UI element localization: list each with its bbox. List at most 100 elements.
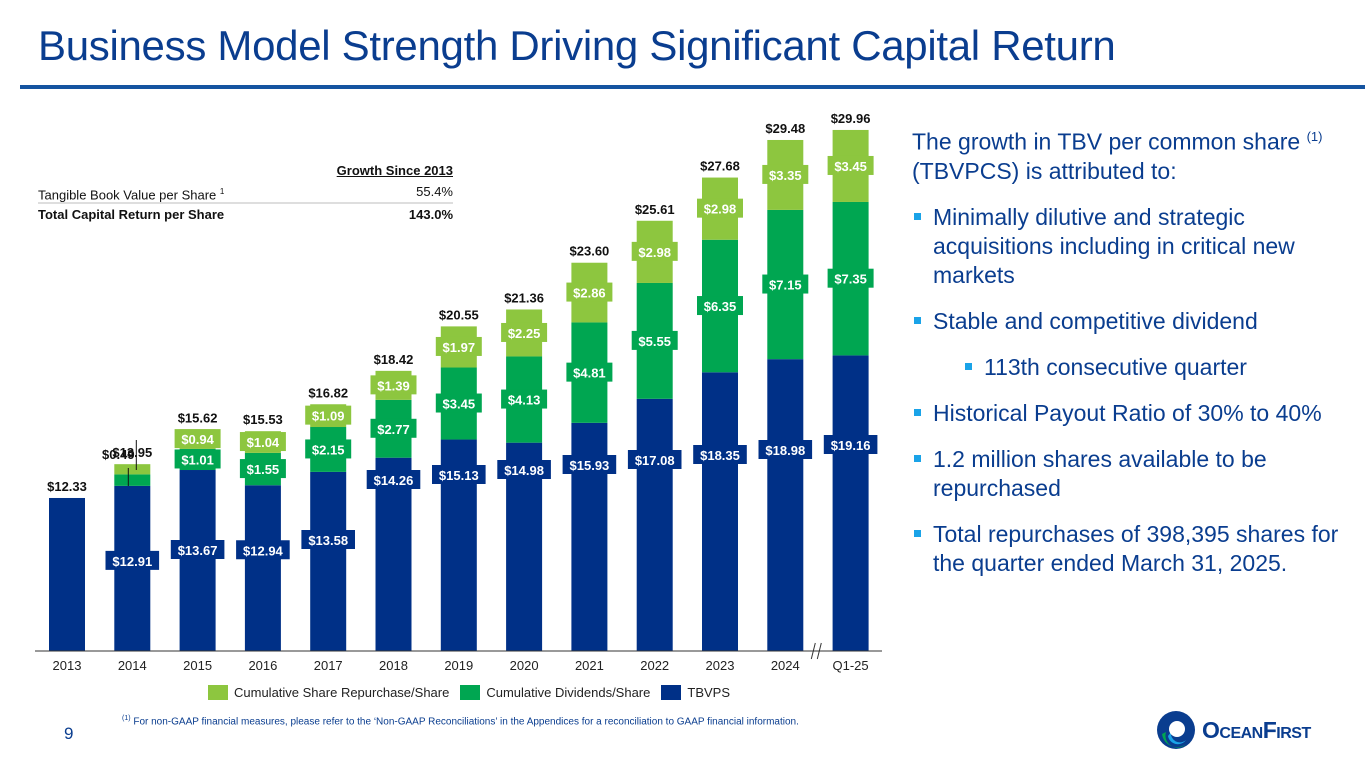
dividends-data-label-bg — [305, 439, 352, 459]
x-tick-label: 2013 — [53, 658, 82, 673]
tbvps-data-label: $18.98 — [765, 443, 805, 458]
dividends-data-label-bg — [501, 389, 548, 409]
dividends-data-label-bg — [566, 362, 613, 382]
dividends-data-label: $4.13 — [508, 393, 541, 408]
total-label: $16.82 — [308, 385, 348, 400]
dividends-data-label: $1.01 — [181, 452, 214, 467]
repurchase-data-label-bg — [305, 405, 352, 425]
bullet-total-repurchases: Total repurchases of 398,395 shares for … — [912, 520, 1352, 578]
dividends-data-label: $1.55 — [247, 462, 280, 477]
repurchase-data-label: $2.98 — [638, 245, 671, 260]
dividends-data-label: $3.45 — [443, 397, 476, 412]
repurchase-data-label: $2.25 — [508, 326, 541, 341]
legend-swatch — [661, 685, 682, 700]
axis-break-mark — [816, 642, 822, 660]
repurchase-data-label: $1.04 — [247, 435, 280, 450]
tbvps-data-label-bg — [627, 450, 682, 469]
x-tick-label: 2022 — [640, 658, 669, 673]
bar-tbvps — [179, 470, 216, 651]
total-label: $27.68 — [700, 159, 740, 174]
ocean-wave-logo-icon — [1157, 711, 1195, 749]
dividends-data-label: $7.15 — [769, 278, 802, 293]
total-label: $12.33 — [47, 479, 87, 494]
commentary-panel: The growth in TBV per common share (1) (… — [912, 122, 1352, 595]
axis-break-mark — [810, 642, 816, 660]
logo-wordmark: OceanFirst — [1202, 716, 1311, 743]
dividends-data-label: $2.77 — [377, 422, 410, 437]
tbvps-data-label: $15.13 — [439, 468, 479, 483]
repurchase-data-label-bg — [435, 336, 482, 356]
tbvps-data-label-bg — [497, 460, 551, 479]
page-number: 9 — [64, 724, 74, 743]
tbvps-data-label-bg — [301, 530, 355, 549]
growth-row-tbvps: Tangible Book Value per Share 1 55.4% — [38, 181, 453, 204]
dividends-data-label-bg — [174, 449, 221, 469]
stacked-bar-chart: $12.33 2013 $13.95 2014 $12.91 $15.62 2015 $13.… — [35, 111, 882, 673]
oceanfirst-logo: OceanFirst — [1156, 710, 1311, 750]
dividends-data-label-bg — [370, 418, 417, 438]
tbvps-data-label: $14.26 — [374, 473, 414, 488]
x-tick-label: 2023 — [706, 658, 735, 673]
dividends-data-label: $7.35 — [834, 272, 867, 287]
growth-row-label: Tangible Book Value per Share 1 — [38, 187, 225, 203]
repurchase-data-label: $1.97 — [443, 340, 476, 355]
repurchase-data-label-bg — [827, 155, 874, 175]
bar-tbvps — [767, 359, 804, 651]
x-tick-label: 2018 — [379, 658, 408, 673]
bar-tbvps — [310, 471, 347, 651]
legend-swatch — [460, 685, 481, 700]
bullet-acquisitions: Minimally dilutive and strategic acquisi… — [912, 203, 1352, 290]
total-label: $15.62 — [178, 410, 218, 425]
total-label: $29.48 — [765, 121, 805, 136]
legend-item-tbvps: TBVPS — [661, 685, 730, 700]
tbvps-data-label-bg — [236, 540, 290, 560]
legend-item-repurchase: Cumulative Share Repurchase/Share — [208, 685, 449, 700]
bullet-shares-available: 1.2 million shares available to be repur… — [912, 445, 1352, 503]
x-tick-label: 2020 — [510, 658, 539, 673]
tbvps-data-label-bg — [432, 465, 486, 484]
bar-tbvps — [49, 497, 85, 651]
tbvps-data-label-bg — [366, 470, 421, 489]
repurchase-data-label-bg — [174, 429, 221, 449]
x-tick-label: 2017 — [314, 658, 343, 673]
dividends-data-label-bg — [631, 330, 678, 350]
footnote: (1) For non-GAAP financial measures, ple… — [122, 715, 799, 728]
callout-label-2014: $0.49 — [102, 447, 135, 462]
dividends-data-label-bg — [762, 274, 809, 294]
tbvps-data-label-bg — [693, 445, 747, 464]
dividends-data-label-bg — [697, 296, 743, 316]
repurchase-data-label-bg — [239, 432, 286, 452]
repurchase-data-label-bg — [697, 198, 743, 218]
tbvps-data-label-bg — [105, 550, 160, 570]
chart-legend: Cumulative Share Repurchase/Share Cumula… — [208, 685, 741, 700]
x-tick-label: 2019 — [444, 658, 473, 673]
tbvps-data-label: $12.94 — [243, 543, 284, 558]
growth-row-value: 55.4% — [416, 184, 453, 199]
bar-tbvps — [636, 398, 673, 651]
repurchase-data-label-bg — [566, 282, 613, 302]
dividends-data-label: $5.55 — [638, 334, 671, 349]
tbvps-data-label-bg — [823, 435, 878, 454]
growth-row-label: Total Capital Return per Share — [38, 207, 225, 222]
total-label: $21.36 — [504, 290, 544, 305]
dividends-data-label: $6.35 — [704, 299, 737, 314]
x-tick-label: 2014 — [118, 658, 147, 673]
growth-table-header: Growth Since 2013 — [336, 163, 453, 178]
tbvps-data-label: $19.16 — [831, 438, 871, 453]
bullet-payout-ratio: Historical Payout Ratio of 30% to 40% — [912, 399, 1352, 428]
total-label: $13.95 — [112, 445, 152, 460]
repurchase-data-label-bg — [762, 164, 809, 184]
total-label: $23.60 — [570, 244, 610, 259]
tbvps-data-label: $12.91 — [112, 554, 152, 569]
bar-tbvps — [244, 485, 281, 651]
repurchase-data-label: $2.98 — [704, 202, 737, 217]
bar-repurchase — [114, 464, 151, 475]
repurchase-data-label: $0.94 — [181, 432, 214, 447]
x-tick-label: 2021 — [575, 658, 604, 673]
repurchase-data-label: $1.39 — [377, 378, 410, 393]
growth-row-capital-return: Total Capital Return per Share 143.0% — [38, 204, 453, 225]
x-tick-label: 2024 — [771, 658, 800, 673]
bar-tbvps — [375, 457, 412, 651]
bar-dividends — [114, 474, 151, 486]
tbvps-data-label: $17.08 — [635, 453, 675, 468]
